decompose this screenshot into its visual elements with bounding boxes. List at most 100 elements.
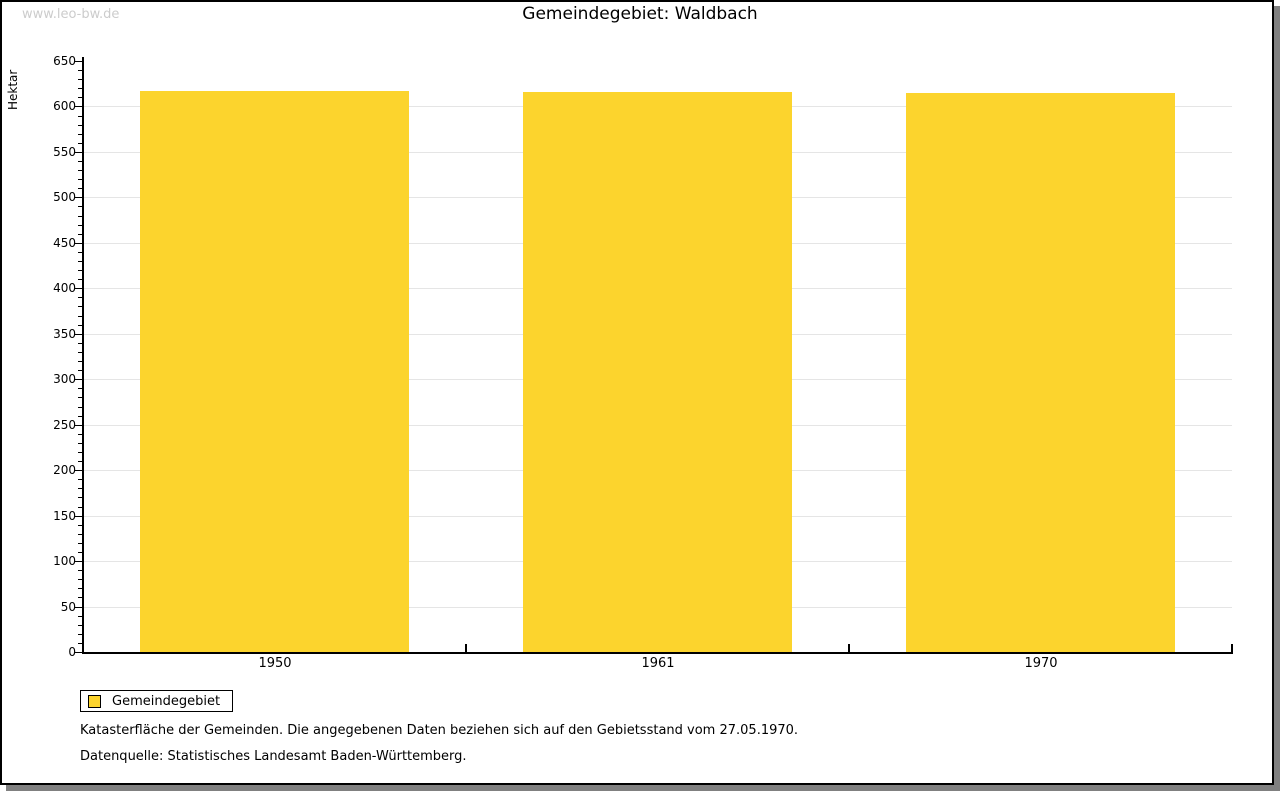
- y-minor-tick-220: [78, 452, 83, 453]
- x-boundary-tick-3: [1231, 644, 1233, 652]
- bar-1970: [906, 93, 1175, 652]
- chart-title: Gemeindegebiet: Waldbach: [522, 4, 758, 24]
- y-minor-tick-620: [78, 88, 83, 89]
- y-tick-label-300: 300: [53, 372, 76, 386]
- y-major-tick-100: [75, 561, 83, 562]
- bar-1950: [140, 91, 409, 652]
- x-boundary-tick-2: [848, 644, 850, 652]
- y-major-tick-150: [75, 516, 83, 517]
- footnote-data-source: Datenquelle: Statistisches Landesamt Bad…: [80, 749, 467, 764]
- y-minor-tick-240: [78, 434, 83, 435]
- y-tick-label-200: 200: [53, 463, 76, 477]
- y-minor-tick-610: [78, 97, 83, 98]
- x-axis-line: [82, 652, 1233, 654]
- y-tick-label-100: 100: [53, 554, 76, 568]
- y-minor-tick-330: [78, 352, 83, 353]
- y-minor-tick-270: [78, 407, 83, 408]
- y-major-tick-500: [75, 197, 83, 198]
- y-tick-label-150: 150: [53, 509, 76, 523]
- y-minor-tick-520: [78, 179, 83, 180]
- y-minor-tick-310: [78, 370, 83, 371]
- legend: Gemeindegebiet: [80, 690, 234, 712]
- y-minor-tick-580: [78, 125, 83, 126]
- x-tick-label-1961: 1961: [641, 656, 675, 671]
- y-major-tick-350: [75, 334, 83, 335]
- y-minor-tick-90: [78, 570, 83, 571]
- y-minor-tick-340: [78, 343, 83, 344]
- y-tick-label-400: 400: [53, 281, 76, 295]
- x-boundary-tick-1: [465, 644, 467, 652]
- y-tick-label-350: 350: [53, 327, 76, 341]
- y-minor-tick-210: [78, 461, 83, 462]
- y-major-tick-450: [75, 243, 83, 244]
- y-minor-tick-20: [78, 634, 83, 635]
- y-minor-tick-180: [78, 488, 83, 489]
- y-minor-tick-360: [78, 325, 83, 326]
- y-minor-tick-460: [78, 234, 83, 235]
- y-minor-tick-120: [78, 543, 83, 544]
- y-major-tick-600: [75, 106, 83, 107]
- y-tick-label-250: 250: [53, 418, 76, 432]
- y-tick-label-50: 50: [60, 600, 76, 614]
- y-minor-tick-570: [78, 134, 83, 135]
- y-minor-tick-420: [78, 270, 83, 271]
- y-major-tick-650: [75, 61, 83, 62]
- y-minor-tick-130: [78, 534, 83, 535]
- footnote-source-note: Katasterfläche der Gemeinden. Die angege…: [80, 723, 799, 738]
- y-minor-tick-170: [78, 497, 83, 498]
- x-tick-label-1950: 1950: [258, 656, 292, 671]
- y-minor-tick-10: [78, 643, 83, 644]
- y-major-tick-550: [75, 152, 83, 153]
- y-minor-tick-630: [78, 79, 83, 80]
- y-axis-line: [82, 57, 84, 654]
- y-tick-label-650: 650: [53, 54, 76, 68]
- y-minor-tick-380: [78, 306, 83, 307]
- y-major-tick-200: [75, 470, 83, 471]
- y-minor-tick-430: [78, 261, 83, 262]
- y-minor-tick-640: [78, 70, 83, 71]
- y-tick-label-550: 550: [53, 145, 76, 159]
- y-major-tick-300: [75, 379, 83, 380]
- y-minor-tick-530: [78, 170, 83, 171]
- legend-label: Gemeindegebiet: [112, 693, 221, 709]
- y-major-tick-400: [75, 288, 83, 289]
- y-minor-tick-30: [78, 625, 83, 626]
- watermark: www.leo-bw.de: [22, 7, 120, 22]
- y-minor-tick-280: [78, 397, 83, 398]
- y-major-tick-0: [75, 652, 83, 653]
- y-minor-tick-140: [78, 525, 83, 526]
- y-minor-tick-320: [78, 361, 83, 362]
- y-minor-tick-370: [78, 316, 83, 317]
- y-minor-tick-470: [78, 225, 83, 226]
- y-minor-tick-60: [78, 597, 83, 598]
- y-minor-tick-40: [78, 616, 83, 617]
- bar-1961: [523, 92, 792, 652]
- y-minor-tick-290: [78, 388, 83, 389]
- y-minor-tick-110: [78, 552, 83, 553]
- y-minor-tick-160: [78, 507, 83, 508]
- y-major-tick-50: [75, 607, 83, 608]
- legend-swatch-icon: [88, 694, 101, 708]
- y-tick-label-450: 450: [53, 236, 76, 250]
- y-minor-tick-590: [78, 116, 83, 117]
- y-minor-tick-490: [78, 206, 83, 207]
- y-minor-tick-410: [78, 279, 83, 280]
- y-minor-tick-80: [78, 579, 83, 580]
- y-minor-tick-440: [78, 252, 83, 253]
- y-minor-tick-480: [78, 216, 83, 217]
- y-minor-tick-510: [78, 188, 83, 189]
- y-minor-tick-540: [78, 161, 83, 162]
- y-tick-label-600: 600: [53, 99, 76, 113]
- y-minor-tick-70: [78, 588, 83, 589]
- y-tick-label-0: 0: [68, 645, 76, 659]
- y-minor-tick-230: [78, 443, 83, 444]
- y-minor-tick-390: [78, 297, 83, 298]
- y-minor-tick-260: [78, 416, 83, 417]
- y-tick-label-500: 500: [53, 190, 76, 204]
- x-tick-label-1970: 1970: [1024, 656, 1058, 671]
- y-minor-tick-190: [78, 479, 83, 480]
- y-major-tick-250: [75, 425, 83, 426]
- y-axis-title: Hektar: [6, 69, 20, 110]
